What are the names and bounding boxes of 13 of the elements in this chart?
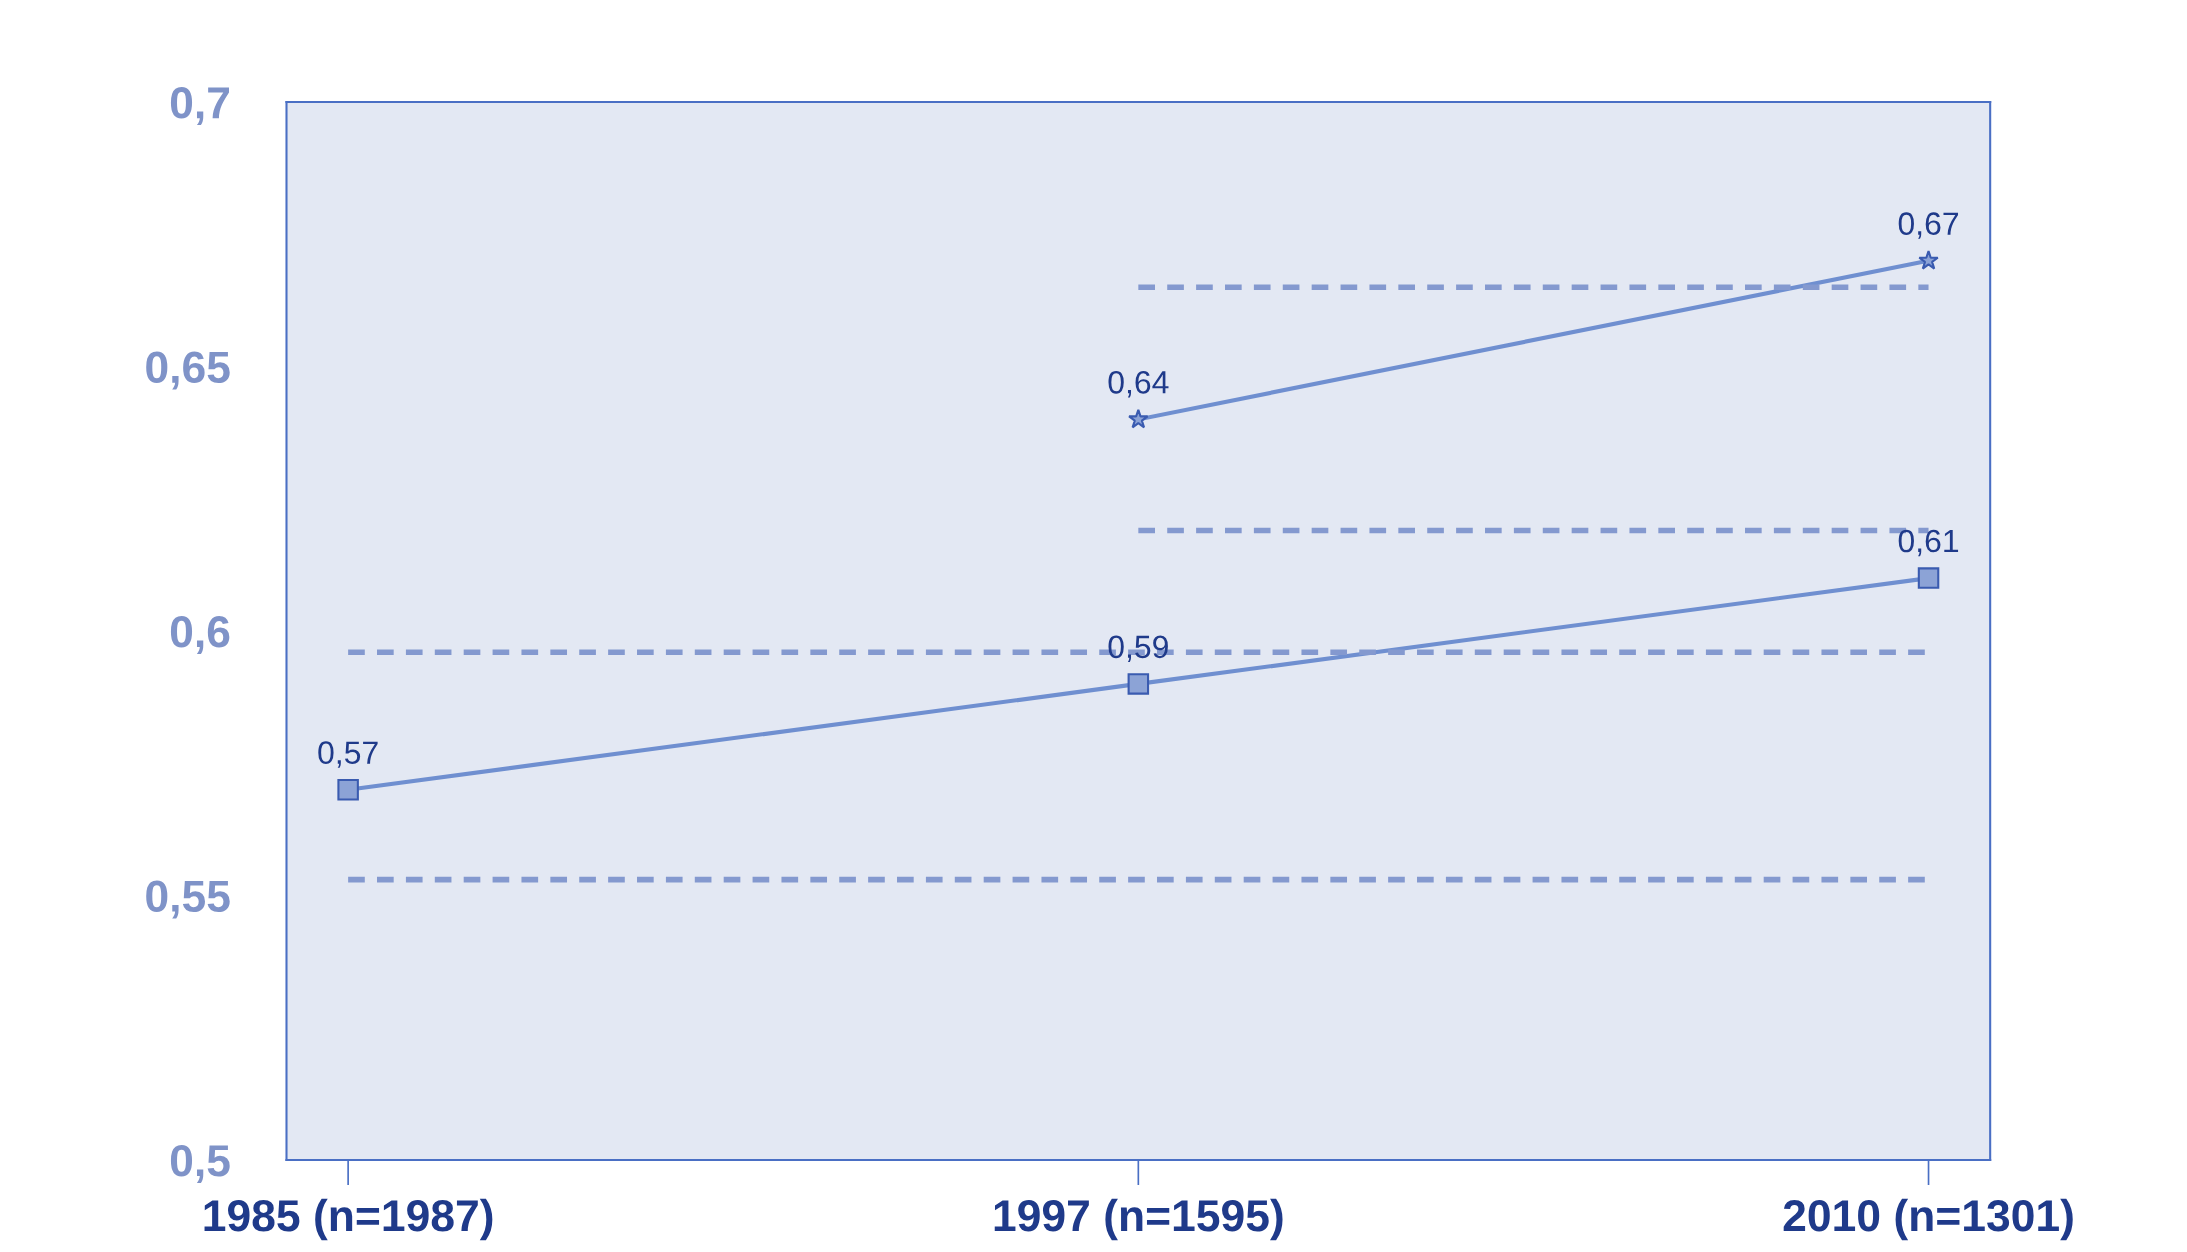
x-tick-label: 2010 (n=1301) [1783, 1198, 2073, 1241]
data-label: 0,67 [1898, 212, 1959, 239]
data-label: 0,57 [318, 741, 378, 768]
y-tick-label: 0,6 [170, 616, 230, 654]
data-label: 0,64 [1108, 371, 1169, 398]
data-label: 0,59 [1108, 635, 1168, 662]
data-label: 0,61 [1898, 529, 1959, 557]
y-tick-label: 0,55 [146, 880, 230, 919]
y-tick-label: 0,7 [170, 87, 229, 126]
y-tick-label: 0,65 [146, 351, 230, 390]
y-tick-label: 0,5 [170, 1145, 230, 1183]
x-tick-label: 1997 (n=1595) [994, 1198, 1283, 1241]
x-tick-label: 1985 (n=1987) [204, 1198, 493, 1241]
